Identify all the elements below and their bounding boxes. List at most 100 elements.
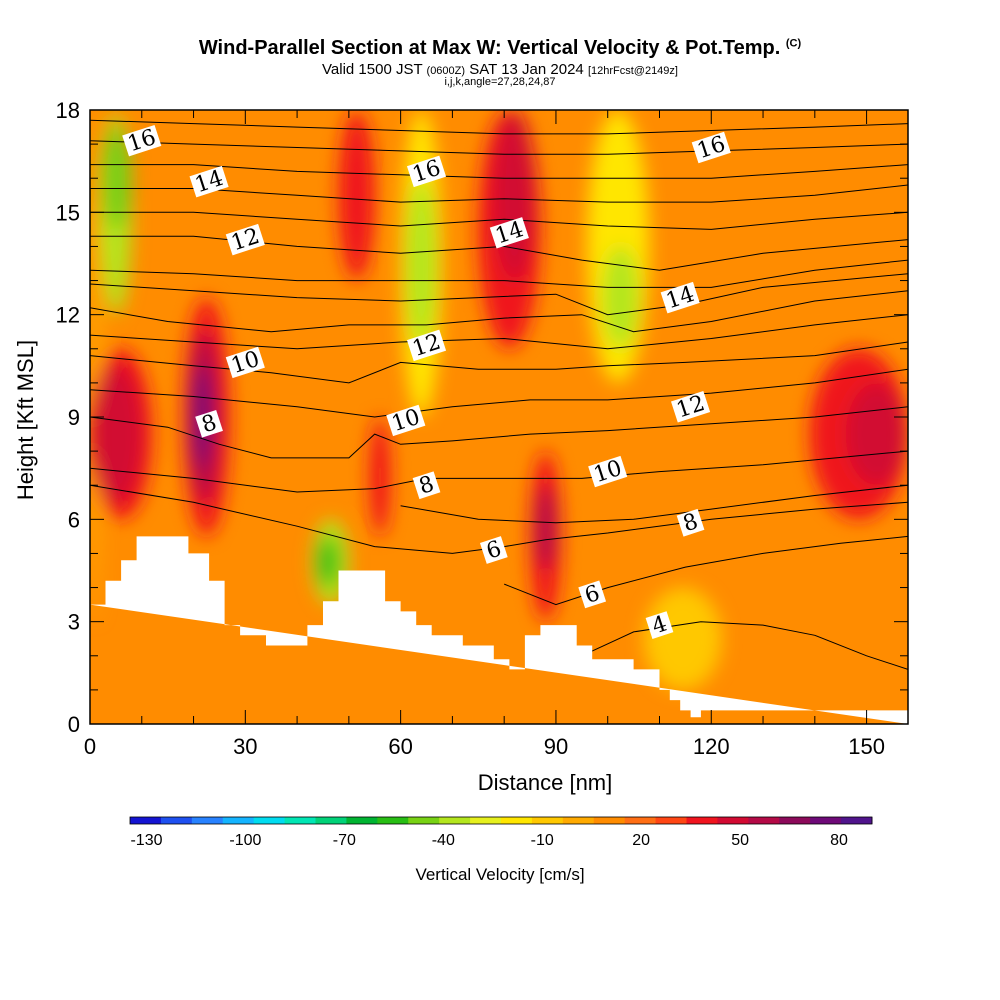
x-tick-label: 120: [693, 734, 730, 759]
colorbar-swatch-2: [191, 817, 224, 824]
y-tick-label: 3: [68, 610, 80, 635]
colorbar-swatch-12: [501, 817, 533, 824]
grid-indices: i,j,k,angle=27,28,24,87: [444, 76, 556, 88]
copyright-mark: (C): [785, 37, 802, 50]
isentrope-line-9: [90, 290, 908, 333]
colorbar-swatch-0: [130, 817, 162, 824]
colorbar-tick-label: -130: [130, 832, 162, 849]
isentrope-label-box-0: [645, 611, 674, 639]
colorbar-swatch-11: [470, 817, 502, 824]
isentrope-line-11: [90, 259, 908, 288]
velocity-cell-19: [602, 246, 639, 349]
colorbar-swatch-1: [160, 817, 193, 824]
colorbar-tick-label: 20: [632, 832, 650, 849]
isentrope-label-box-8: [670, 391, 711, 423]
y-tick-label: 9: [68, 405, 80, 430]
valid-utc: (0600Z): [426, 65, 466, 77]
isentrope-line-17: [90, 119, 908, 135]
colorbar-swatch-18: [686, 817, 718, 824]
velocity-cell-15: [493, 110, 536, 281]
y-tick-label: 0: [68, 712, 80, 737]
y-axis-label: Height [Kft MSL]: [13, 340, 38, 500]
isentrope-label-box-2: [479, 536, 508, 564]
colorbar-frame: [129, 816, 873, 825]
isentrope-line-10: [90, 273, 908, 316]
isentrope-label-box-16: [122, 124, 162, 157]
isentrope-label-box-3: [676, 508, 705, 537]
axes: 0 30 60 90 120 150 0 3 6 9 12 15 18 Distance [nm] Heig…: [13, 98, 909, 795]
colorbar-swatch-21: [779, 817, 811, 824]
isentrope-line-1: [504, 535, 908, 606]
isentrope-label-box-12: [225, 223, 265, 256]
isentrope-label-box-5: [195, 409, 223, 438]
colorbar-swatch-14: [562, 817, 595, 824]
colorbar-swatch-10: [439, 817, 471, 824]
chart-title-text: Wind-Parallel Section at Max W: Vertical…: [198, 37, 781, 59]
isentrope-label-box-6: [588, 455, 628, 488]
y-tick-label: 15: [56, 200, 80, 225]
colorbar-swatch-9: [408, 817, 440, 824]
colorbar-tick-label: -10: [531, 832, 554, 849]
isentrope-label-box-14: [189, 165, 229, 198]
colorbar-swatch-20: [748, 817, 780, 824]
isentrope-label-box-15: [406, 155, 447, 188]
colorbar-tick-label: -40: [432, 832, 455, 849]
isentrope-label-box-9: [225, 346, 265, 379]
colorbar-tick-label: -100: [229, 832, 261, 849]
isentrope-line-13: [90, 211, 908, 230]
x-tick-label: 60: [388, 734, 412, 759]
velocity-cell-13: [405, 178, 437, 349]
isentrope-label-box-4: [412, 471, 441, 500]
isentrope-label-box-11: [660, 281, 700, 314]
colorbar-tick-label: -70: [333, 832, 356, 849]
x-tick-label: 150: [848, 734, 885, 759]
isentrope-line-4: [90, 450, 908, 493]
isentrope-line-14: [90, 184, 908, 203]
valid-prefix: Valid 1500 JST: [322, 61, 423, 78]
colorbar-swatch-17: [655, 817, 687, 824]
isentrope-label-box-13: [489, 217, 529, 249]
isentrope-label-box-17: [691, 131, 731, 164]
chart-title: Wind-Parallel Section at Max W: Vertical…: [0, 37, 1000, 60]
colorbar-tick-label: 80: [830, 832, 848, 849]
y-tick-label: 18: [56, 98, 80, 123]
forecast-info: [12hrFcst@2149z]: [587, 65, 678, 77]
isentrope-label-box-1: [578, 580, 607, 609]
x-axis-label: Distance [nm]: [478, 770, 613, 795]
isentrope-label-box-7: [386, 404, 426, 437]
terrain-mask: [90, 536, 908, 724]
colorbar-swatch-5: [284, 817, 316, 824]
velocity-cell-17: [535, 485, 556, 571]
colorbar-swatch-23: [841, 817, 873, 824]
colorbar-swatch-13: [531, 817, 564, 824]
colorbar-swatch-6: [315, 817, 347, 824]
isentrope-label-box-10: [406, 329, 447, 362]
velocity-cell-21: [845, 382, 908, 486]
colorbar-swatch-15: [593, 817, 626, 824]
colorbar-tick-label: 50: [731, 832, 749, 849]
velocity-cell-11: [369, 417, 391, 537]
colorbar-swatch-4: [253, 817, 286, 824]
isentrope-line-15: [90, 164, 908, 179]
x-tick-label: 90: [544, 734, 568, 759]
y-tick-label: 12: [56, 303, 80, 328]
valid-date: SAT 13 Jan 2024: [469, 61, 584, 78]
colorbar-swatch-8: [377, 817, 409, 824]
colorbar-swatch-19: [717, 817, 749, 824]
isentrope-line-16: [90, 140, 908, 155]
velocity-cell-9: [317, 536, 339, 588]
x-tick-label: 0: [84, 734, 96, 759]
velocity-cell-10: [338, 110, 375, 281]
colorbar-label: Vertical Velocity [cm/s]: [415, 865, 584, 884]
isentrope-line-3: [400, 484, 908, 524]
colorbar-swatch-16: [624, 817, 657, 824]
isentrope-line-5: [90, 406, 908, 459]
velocity-cell-4: [90, 365, 142, 503]
velocity-cell-2: [100, 127, 132, 230]
colorbar-swatch-7: [346, 817, 378, 824]
x-tick-label: 30: [233, 734, 257, 759]
y-tick-label: 6: [68, 507, 80, 532]
